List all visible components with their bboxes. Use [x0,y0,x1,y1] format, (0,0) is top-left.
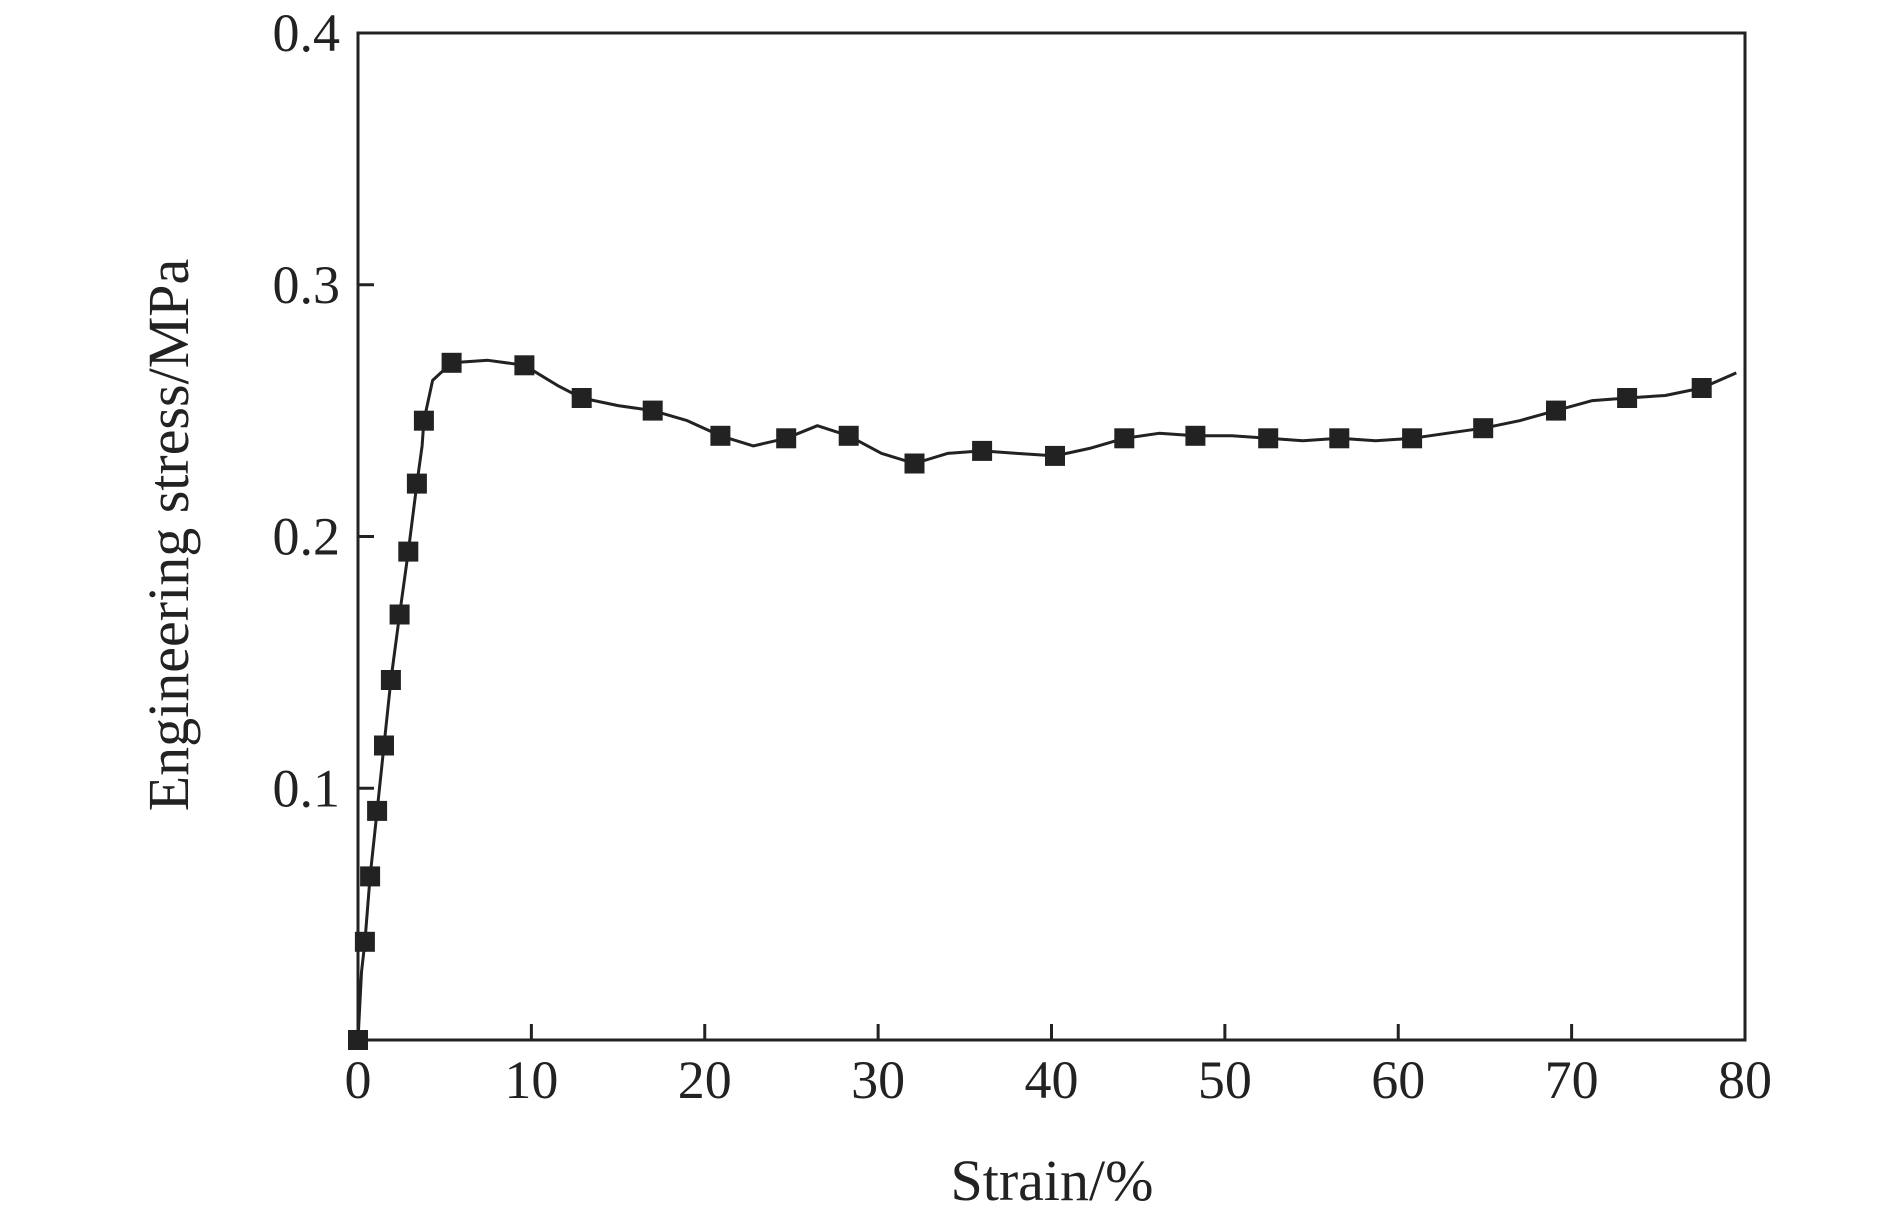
x-tick-label: 60 [1371,1050,1425,1110]
data-point-marker [389,604,410,625]
data-point-marker [354,931,375,952]
x-axis-title: Strain/% [951,1148,1154,1210]
y-tick-labels: 0.1 0.2 0.3 0.4 [273,3,341,818]
data-point-marker [367,800,388,821]
data-point-marker [1546,400,1566,421]
data-point-marker [710,425,731,446]
x-tick-label: 30 [851,1050,905,1110]
data-point-marker [380,670,401,690]
data-point-marker [1114,428,1135,449]
x-axis-ticks [356,1024,1747,1040]
plot-area [348,31,1747,1050]
y-tick-label: 0.4 [273,3,341,63]
data-point-marker [1329,428,1350,449]
x-tick-label: 10 [504,1050,558,1110]
x-tick-label: 50 [1198,1050,1252,1110]
x-tick-label: 20 [678,1050,732,1110]
data-point-marker [348,1030,368,1050]
data-point-marker [1691,378,1712,398]
data-point-marker [441,352,462,373]
data-point-marker [1185,425,1206,446]
y-axis-title: Engineering stress/MPa [136,259,201,812]
x-tick-label: 80 [1718,1050,1772,1110]
data-point-marker [1402,428,1423,449]
data-point-marker [514,355,535,376]
y-tick-label: 0.2 [273,507,341,567]
data-point-marker [360,866,381,887]
data-point-marker [1258,428,1279,449]
y-tick-label: 0.1 [273,758,341,818]
series-markers [348,352,1712,1050]
data-point-marker [972,440,993,461]
plot-frame [356,31,1747,1042]
data-point-marker [406,473,427,494]
data-point-marker [904,453,925,474]
x-tick-labels: 0 10 20 30 40 50 60 70 80 [345,1050,1773,1110]
y-tick-label: 0.3 [273,255,341,315]
data-point-marker [571,388,592,408]
y-axis-ticks [358,31,374,790]
data-point-marker [374,735,394,756]
x-tick-label: 40 [1025,1050,1079,1110]
data-point-marker [1617,388,1638,408]
data-point-marker [398,541,419,562]
data-point-marker [1473,418,1494,439]
data-point-marker [1045,445,1065,466]
data-point-marker [642,400,663,421]
data-point-marker [776,428,797,449]
data-point-marker [838,425,859,446]
x-tick-label: 0 [345,1050,372,1110]
x-tick-label: 70 [1545,1050,1599,1110]
data-point-marker [413,410,434,431]
